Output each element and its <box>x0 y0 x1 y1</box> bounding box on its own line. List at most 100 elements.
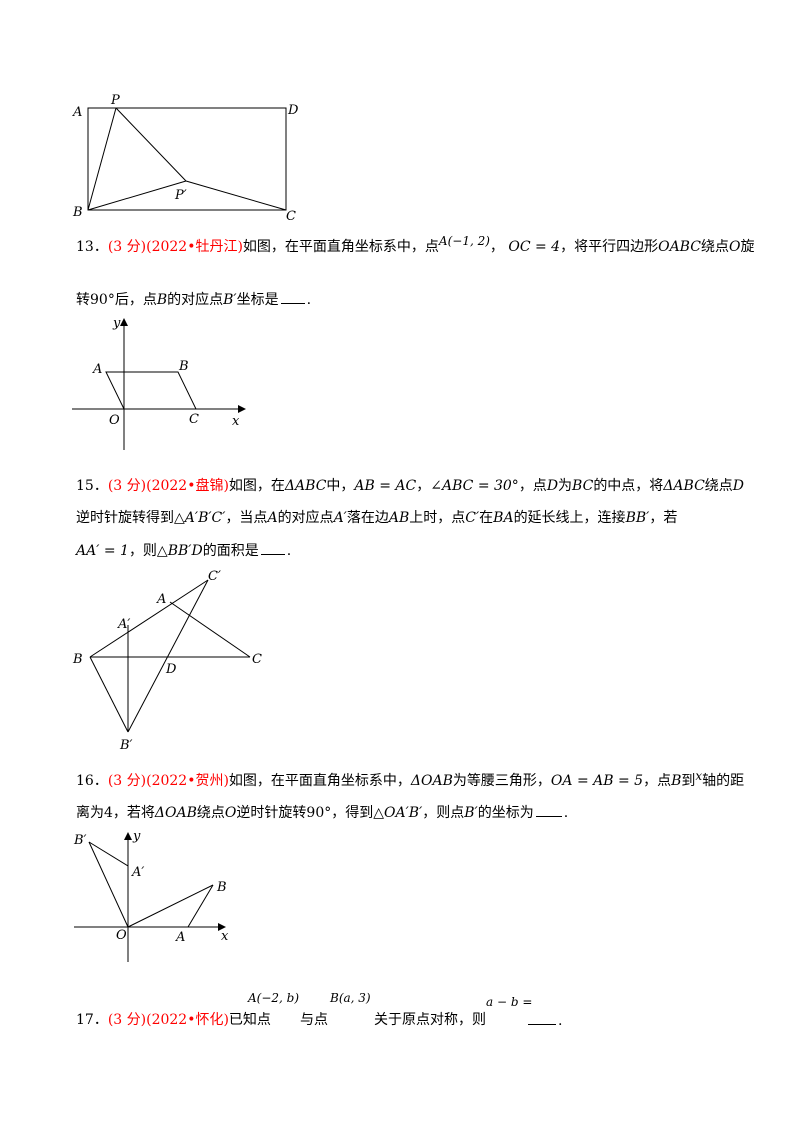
q13-OABC: OABC <box>658 239 701 255</box>
q15-text: 的对应点 <box>277 510 334 526</box>
label-C: C <box>189 412 199 427</box>
q15-BBD: BB′D <box>167 543 203 559</box>
q15-text: 落在边 <box>346 510 389 526</box>
label-C: C <box>286 209 296 224</box>
label-B: B <box>72 652 83 667</box>
q15-line3: AA′ = 1，则△BB′D的面积是. <box>76 542 291 559</box>
q15-text: 上时，点 <box>409 510 466 526</box>
q15-text: . <box>286 543 292 559</box>
q13-text: 转 <box>76 292 90 308</box>
q16-text: 逆时针旋转 <box>236 805 307 821</box>
label-B: B <box>178 359 189 374</box>
q13-point-A: A(−1, 2) <box>438 234 490 248</box>
q16-triangle-prime: OA′B′ <box>384 805 423 821</box>
q16-text: 离为4，若将 <box>76 805 155 821</box>
answer-blank[interactable] <box>280 291 305 304</box>
label-P-prime: P′ <box>174 188 187 203</box>
label-O: O <box>109 413 120 428</box>
q15-text: ，则△ <box>128 543 168 559</box>
q16-text: 绕点 <box>196 805 225 821</box>
q15-text: 在 <box>479 510 494 526</box>
q16-B: B <box>671 773 682 789</box>
q13-text: ， <box>489 239 504 255</box>
q16-O: O <box>224 805 237 821</box>
label-x: x <box>232 414 240 429</box>
q17-a-minus-b: a − b = <box>486 995 533 1009</box>
q13-text: ，将平行四边形 <box>560 239 659 255</box>
q15-triangle-2: ΔABC <box>663 478 705 494</box>
q17-text: 已知点 <box>228 1012 271 1028</box>
q16-text: 的坐标为 <box>477 805 534 821</box>
q17-line1-b: 与点 <box>300 1012 328 1028</box>
q15-text: 逆时针旋转得到△ <box>76 510 185 526</box>
q15-text: 为 <box>558 478 573 494</box>
q13-90deg: 90° <box>90 292 115 308</box>
q15-text: 的延长线上，连接 <box>513 510 626 526</box>
q13-OC: OC = 4 <box>508 239 561 255</box>
q13-O: O <box>728 239 741 255</box>
answer-blank[interactable] <box>528 1012 556 1025</box>
label-B-prime: B′ <box>73 833 87 848</box>
q15-D: D <box>546 478 559 494</box>
q15-text: 中， <box>326 478 355 494</box>
q13-B-prime: B′ <box>223 292 237 308</box>
q16-line2: 离为4，若将ΔOAB绕点O逆时针旋转90°，得到△OA′B′，则点B′的坐标为. <box>76 804 568 821</box>
q13-score-source: (3 分)(2022•牡丹江) <box>107 239 243 255</box>
q15-BB-prime: BB′ <box>625 510 650 526</box>
label-C: C <box>252 652 262 667</box>
q16-x: x <box>695 769 703 783</box>
answer-blank[interactable] <box>260 542 285 555</box>
q16-text: ，则点 <box>422 805 465 821</box>
q17-score-source: (3 分)(2022•怀化) <box>107 1012 229 1028</box>
q17-line1-c: 关于原点对称，则 <box>374 1012 486 1028</box>
label-B: B <box>72 205 83 220</box>
label-B: B <box>216 880 227 895</box>
q17-text: . <box>558 1013 563 1029</box>
q13-text: 绕点 <box>700 239 729 255</box>
q16-text: 到 <box>681 773 696 789</box>
q16-text: . <box>563 805 569 821</box>
q15-score-source: (3 分)(2022•盘锦) <box>107 478 229 494</box>
q17-number: 17． <box>76 1012 108 1028</box>
q16-triangle-2: ΔOAB <box>154 805 197 821</box>
label-D: D <box>165 662 177 677</box>
q16-90deg: 90° <box>306 805 332 821</box>
label-A-prime: A′ <box>131 865 144 880</box>
q15-text: ，当点 <box>225 510 268 526</box>
q15-AA-prime: AA′ = 1 <box>76 543 129 559</box>
q15-number: 15． <box>76 478 108 494</box>
q13-number: 13． <box>76 239 108 255</box>
q15-text: ，若 <box>649 510 678 526</box>
q15-text: 的面积是 <box>202 543 259 559</box>
q15-text: ， <box>416 478 431 494</box>
q13-text: 如图，在平面直角坐标系中，点 <box>242 239 439 255</box>
label-A: A <box>156 592 166 607</box>
q16-number: 16． <box>76 773 108 789</box>
q15-text: 如图，在 <box>228 478 285 494</box>
q17-text: 关于原点对称，则 <box>374 1012 486 1028</box>
q15-text: ，点 <box>518 478 547 494</box>
q13-line2: 转90°后，点B的对应点B′坐标是. <box>76 291 311 308</box>
label-P: P <box>110 93 120 108</box>
q16-OA-eq: OA = AB = 5 <box>550 773 644 789</box>
label-x: x <box>221 929 229 944</box>
q15-line1: 15．(3 分)(2022•盘锦)如图，在ΔABC中，AB = AC，∠ABC … <box>76 478 744 494</box>
answer-blank[interactable] <box>535 804 562 817</box>
q16-B-prime: B′ <box>464 805 478 821</box>
q13-text: 后，点 <box>114 292 157 308</box>
q13-text: 的对应点 <box>167 292 224 308</box>
q15-triangle-prime: A′B′C′ <box>184 510 226 526</box>
label-A: A <box>92 362 102 377</box>
q15-BC: BC <box>572 478 594 494</box>
label-y: y <box>112 316 121 331</box>
q15-BA: BA <box>493 510 514 526</box>
q16-line1: 16．(3 分)(2022•贺州)如图，在平面直角坐标系中，ΔOAB为等腰三角形… <box>76 769 745 789</box>
q17-line1: 17．(3 分)(2022•怀化)已知点 <box>76 1012 271 1028</box>
label-A-prime: A′ <box>117 617 130 632</box>
q16-text: 轴的距 <box>702 773 745 789</box>
q16-text: 为等腰三角形， <box>452 773 551 789</box>
